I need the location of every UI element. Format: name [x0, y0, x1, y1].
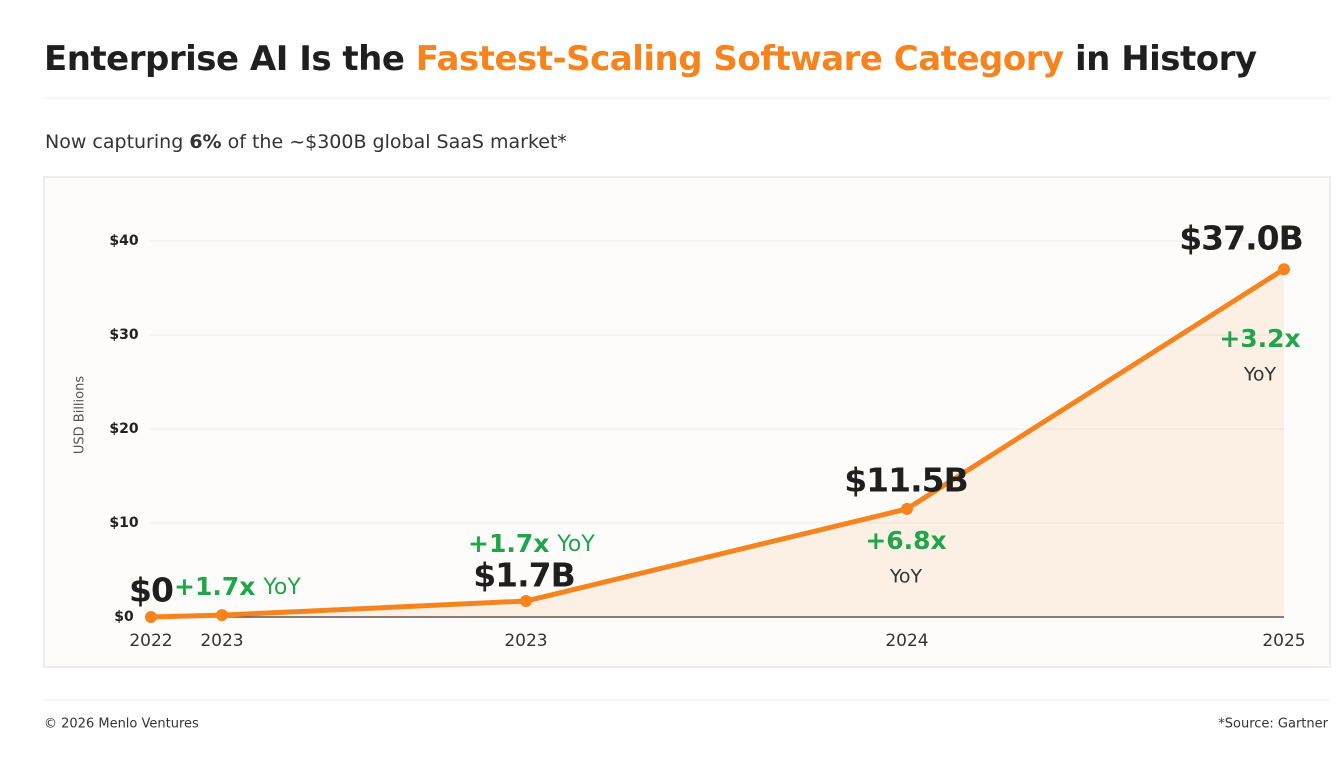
- growth-value: +3.2x: [1219, 324, 1300, 353]
- y-tick-label: $0: [114, 609, 134, 625]
- point: [520, 595, 532, 608]
- growth-annotation: +1.7x YoY: [468, 529, 595, 558]
- growth-value: +1.7x: [174, 572, 255, 601]
- growth-suffix: YoY: [889, 566, 923, 588]
- y-axis-label: USD Billions: [73, 376, 88, 454]
- point: [901, 502, 913, 515]
- y-tick-label: $40: [109, 233, 138, 249]
- growth-value: +1.7x: [468, 529, 549, 558]
- y-tick-label: $20: [109, 421, 138, 437]
- plot: $0 $10 $20 $30 $40 USD Billions 2022 2023 2023 20…: [73, 219, 1306, 652]
- x-tick-label: 2024: [885, 631, 928, 651]
- growth-annotation: +1.7x YoY: [174, 572, 301, 601]
- title: Enterprise AI Is the Fastest-Scaling Sof…: [44, 39, 1257, 79]
- x-tick-label: 2022: [129, 631, 172, 651]
- value-label: $1.7B: [473, 556, 575, 595]
- x-tick-label: 2023: [200, 631, 243, 651]
- title-part: Enterprise AI Is the: [44, 39, 404, 79]
- value-label: $11.5B: [844, 461, 968, 500]
- title-part: in History: [1075, 39, 1257, 79]
- growth-value: +6.8x: [865, 526, 946, 555]
- growth-suffix: YoY: [262, 575, 301, 600]
- point: [1278, 263, 1290, 276]
- footer-left: © 2026 Menlo Ventures: [44, 717, 199, 732]
- subtitle-part: Now capturing: [45, 131, 183, 153]
- point: [216, 609, 228, 622]
- value-label: $0: [129, 571, 173, 610]
- point: [145, 611, 157, 623]
- y-tick-label: $10: [109, 515, 138, 531]
- growth-suffix: YoY: [1243, 364, 1277, 386]
- x-tick-label: 2023: [504, 631, 547, 651]
- area: [151, 269, 1284, 617]
- growth-suffix: YoY: [556, 532, 595, 557]
- x-tick-label: 2025: [1262, 631, 1305, 651]
- title-highlight: Fastest-Scaling Software Category: [416, 39, 1064, 79]
- subtitle-part: of the ~$300B global SaaS market*: [228, 131, 567, 153]
- subtitle: Now capturing 6% of the ~$300B global Sa…: [45, 131, 567, 153]
- value-label: $37.0B: [1179, 219, 1303, 258]
- footer-right: *Source: Gartner: [1218, 717, 1328, 732]
- subtitle-highlight: 6%: [189, 131, 221, 153]
- y-tick-label: $30: [109, 327, 138, 343]
- chart-panel: [43, 176, 1331, 668]
